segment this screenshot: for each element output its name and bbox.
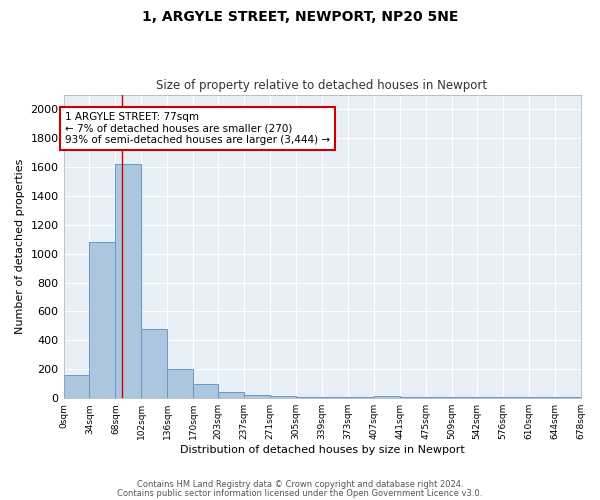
- Y-axis label: Number of detached properties: Number of detached properties: [15, 158, 25, 334]
- Text: 1 ARGYLE STREET: 77sqm
← 7% of detached houses are smaller (270)
93% of semi-det: 1 ARGYLE STREET: 77sqm ← 7% of detached …: [65, 112, 330, 145]
- Bar: [296, 397, 322, 398]
- Bar: [193, 384, 218, 398]
- Bar: [142, 329, 167, 398]
- Text: 1, ARGYLE STREET, NEWPORT, NP20 5NE: 1, ARGYLE STREET, NEWPORT, NP20 5NE: [142, 10, 458, 24]
- Bar: [244, 394, 270, 398]
- Bar: [115, 164, 142, 398]
- X-axis label: Distribution of detached houses by size in Newport: Distribution of detached houses by size …: [179, 445, 464, 455]
- Bar: [167, 370, 193, 398]
- Bar: [218, 392, 244, 398]
- Bar: [374, 396, 400, 398]
- Bar: [270, 396, 296, 398]
- Text: Contains HM Land Registry data © Crown copyright and database right 2024.: Contains HM Land Registry data © Crown c…: [137, 480, 463, 489]
- Title: Size of property relative to detached houses in Newport: Size of property relative to detached ho…: [157, 79, 488, 92]
- Text: Contains public sector information licensed under the Open Government Licence v3: Contains public sector information licen…: [118, 489, 482, 498]
- Bar: [89, 242, 115, 398]
- Bar: [64, 375, 89, 398]
